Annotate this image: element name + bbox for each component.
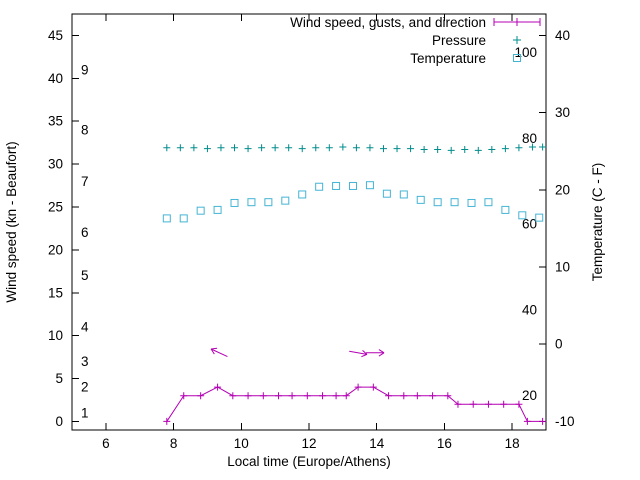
legend-marker-errorbar-line-plus	[493, 18, 541, 26]
legend-label: Pressure	[432, 33, 486, 48]
y-left-tick-label: 20	[48, 242, 63, 257]
y-left-tick-label: 10	[48, 328, 63, 343]
beaufort-scale-label: 6	[81, 225, 89, 240]
legend: Wind speed, gusts, and direction Pressure…	[290, 15, 541, 66]
x-tick-label: 8	[170, 436, 178, 451]
axes	[71, 13, 547, 431]
y-right-tick-label: 40	[555, 28, 570, 43]
y-right-tick-label: 0	[555, 337, 563, 352]
wind-direction-arrows	[210, 347, 385, 358]
y-left-tick-label: 40	[48, 71, 63, 86]
beaufort-scale-label: 9	[81, 62, 89, 77]
y-left-tick-label: 0	[55, 414, 63, 429]
legend-label: Wind speed, gusts, and direction	[290, 15, 486, 30]
pressure-series	[163, 143, 547, 154]
fahrenheit-scale-label: 20	[522, 388, 537, 403]
fahrenheit-scale-label: 100	[514, 45, 537, 60]
beaufort-scale-label: 1	[81, 405, 89, 420]
y-right-tick-label: 10	[555, 260, 570, 275]
beaufort-scale-label: 8	[81, 122, 89, 137]
legend-marker-plus	[513, 36, 521, 44]
y-left-tick-label: 35	[48, 114, 63, 129]
axis-titles: Local time (Europe/Athens) Wind speed (kn…	[4, 141, 605, 469]
temperature-series	[162, 181, 544, 223]
x-tick-label: 14	[369, 436, 385, 451]
left-axis-title: Wind speed (kn - Beaufort)	[4, 141, 19, 302]
fahrenheit-scale-label: 80	[522, 131, 537, 146]
y-left-tick-label: 25	[48, 199, 63, 214]
beaufort-scale-label: 5	[81, 268, 89, 283]
y-left-tick-label: 30	[48, 157, 63, 172]
y-left-tick-label: 45	[48, 28, 63, 43]
y-left-tick-label: 15	[48, 285, 63, 300]
y-right-tick-label: -10	[555, 414, 575, 429]
y-right-tick-label: 30	[555, 105, 570, 120]
beaufort-scale-label: 4	[81, 320, 89, 335]
x-tick-label: 12	[301, 436, 316, 451]
right-axis-title: Temperature (C - F)	[590, 163, 605, 282]
legend-marker-open-square	[513, 54, 521, 62]
fahrenheit-scale-label: 40	[522, 302, 537, 317]
beaufort-scale-label: 2	[81, 380, 89, 395]
x-tick-label: 16	[437, 436, 452, 451]
axis-tick-labels: 6 8 10 12 14 16 18051015202530354045123456789-…	[48, 28, 575, 451]
x-tick-label: 10	[234, 436, 249, 451]
wind-speed-series	[163, 383, 547, 425]
legend-label: Temperature	[410, 51, 486, 66]
beaufort-scale-label: 3	[81, 354, 89, 369]
beaufort-scale-label: 7	[81, 174, 89, 189]
y-left-tick-label: 5	[55, 371, 63, 386]
x-tick-label: 18	[505, 436, 520, 451]
y-right-tick-label: 20	[555, 182, 570, 197]
x-axis-title: Local time (Europe/Athens)	[227, 454, 391, 469]
x-tick-label: 6	[102, 436, 110, 451]
fahrenheit-scale-label: 60	[522, 217, 537, 232]
